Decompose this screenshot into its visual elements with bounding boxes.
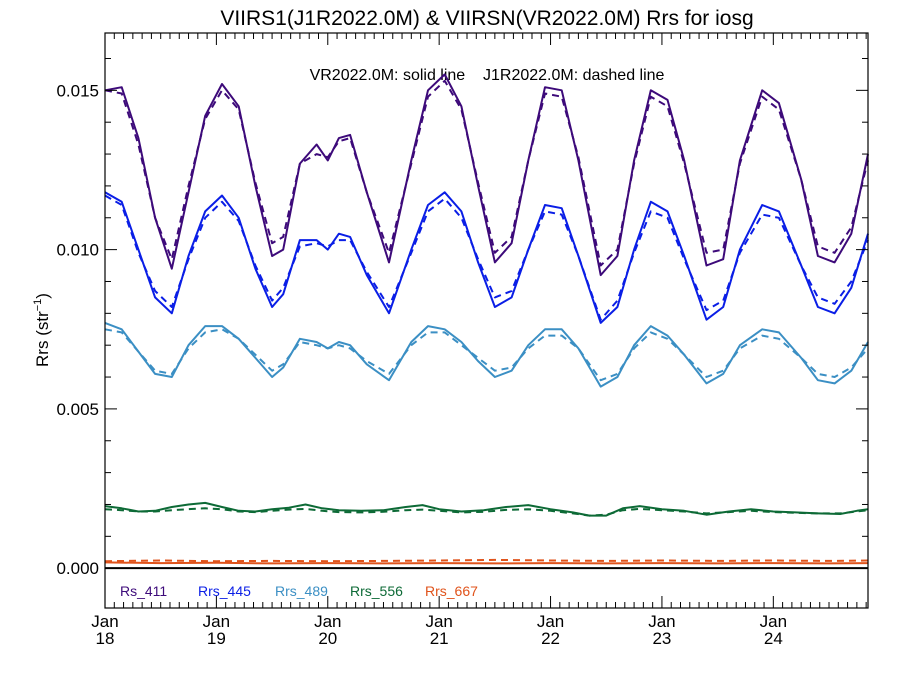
series-rrs_489-solid-line — [104, 321, 869, 388]
y-axis-label-sup: −1 — [32, 299, 44, 312]
x-tick-label-year: 21 — [430, 629, 449, 648]
y-tick-label: 0.010 — [56, 241, 99, 260]
plot-area: Rs_411 Rrs_445 Rrs_489 Rrs_556 Rrs_667 0.000 0… — [56, 32, 869, 648]
series-rrs_445-solid-line — [104, 191, 869, 324]
x-tick-label-month: Jan — [537, 612, 564, 631]
series-rs_411-solid-line — [104, 73, 869, 277]
x-tick-label-year: 19 — [207, 629, 226, 648]
legend-entry-rrs_489: Rrs_489 — [275, 583, 328, 599]
chart-title: VIIRS1(J1R2022.0M) & VIIRSN(VR2022.0M) R… — [220, 7, 753, 30]
y-axis-label-main: Rrs (str — [33, 311, 52, 367]
series-rrs_667-dashed-line — [104, 558, 869, 563]
x-tick-label-month: Jan — [203, 612, 230, 631]
series-rrs_667-solid-line — [104, 561, 869, 565]
y-axis-label: Rrs (str−1) — [32, 293, 52, 367]
plot-frame — [104, 32, 869, 609]
line-style-annotation: VR2022.0M: solid line J1R2022.0M: dashed… — [310, 67, 665, 84]
x-tick-label-month: Jan — [760, 612, 787, 631]
legend-entry-rrs_667: Rrs_667 — [425, 583, 478, 599]
series-rs_411-dashed-line — [104, 79, 869, 267]
y-tick-label: 0.005 — [56, 400, 99, 419]
series-rrs_556-dashed-line — [104, 507, 869, 517]
x-tick-label-month: Jan — [425, 612, 452, 631]
x-tick-label-year: 18 — [96, 629, 115, 648]
y-axis-label-close: ) — [33, 293, 52, 299]
series-rrs_556-solid-line — [104, 501, 869, 517]
series-rrs_445-dashed-line — [104, 194, 869, 321]
legend-entry-rrs_556: Rrs_556 — [350, 583, 403, 599]
x-tick-label-year: 23 — [652, 629, 671, 648]
x-tick-label-month: Jan — [648, 612, 675, 631]
x-tick-label-year: 24 — [764, 629, 783, 648]
y-tick-label: 0.000 — [56, 559, 99, 578]
x-tick-label-month: Jan — [91, 612, 118, 631]
series-rrs_489-dashed-line — [104, 328, 869, 382]
y-tick-label: 0.015 — [56, 81, 99, 100]
x-tick-label-month: Jan — [314, 612, 341, 631]
legend-entry-rs_411: Rs_411 — [120, 583, 167, 599]
x-tick-label-year: 20 — [318, 629, 337, 648]
legend-entry-rrs_445: Rrs_445 — [198, 583, 251, 599]
x-tick-label-year: 22 — [541, 629, 560, 648]
